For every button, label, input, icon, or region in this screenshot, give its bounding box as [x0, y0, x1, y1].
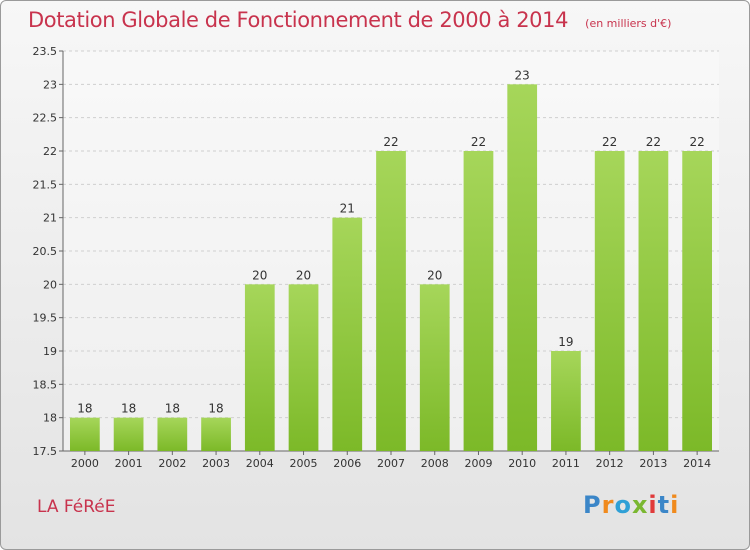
commune-name: LA FéRéE	[37, 497, 116, 517]
x-tick-label: 2000	[71, 457, 99, 470]
bar	[69, 417, 100, 451]
bar	[332, 217, 363, 451]
y-tick-label: 19.5	[33, 312, 58, 325]
bar	[288, 284, 319, 451]
y-tick-label: 20.5	[33, 245, 58, 258]
bar-value-label: 20	[252, 268, 267, 282]
x-tick-label: 2014	[683, 457, 711, 470]
bar	[157, 417, 188, 451]
logo-letter: i	[670, 491, 680, 519]
bar-value-label: 22	[383, 135, 398, 149]
chart-subtitle: (en milliers d'€)	[585, 17, 672, 30]
bar-value-label: 20	[296, 268, 311, 282]
y-tick-label: 22	[43, 145, 57, 158]
logo-letter: x	[631, 491, 649, 519]
y-tick-label: 23	[43, 78, 57, 91]
chart-title: Dotation Globale de Fonctionnement de 20…	[28, 8, 569, 32]
x-tick-label: 2003	[202, 457, 230, 470]
bar	[201, 417, 231, 451]
x-tick-label: 2012	[596, 457, 624, 470]
bar	[594, 151, 625, 451]
bar	[113, 417, 144, 451]
y-tick-label: 19	[43, 345, 57, 358]
x-tick-label: 2005	[290, 457, 318, 470]
x-tick-label: 2009	[464, 457, 492, 470]
x-tick-label: 2004	[246, 457, 274, 470]
x-tick-label: 2006	[333, 457, 361, 470]
y-tick-label: 18.5	[33, 378, 58, 391]
x-tick-label: 2011	[552, 457, 580, 470]
bar-value-label: 18	[121, 402, 136, 416]
y-tick-label: 18	[43, 412, 57, 425]
bar	[507, 84, 538, 451]
y-tick-label: 21	[43, 212, 57, 225]
y-tick-label: 23.5	[33, 45, 58, 58]
bar	[682, 151, 713, 451]
bar-value-label: 22	[689, 135, 704, 149]
bar-value-label: 23	[515, 68, 530, 82]
bar-value-label: 18	[165, 402, 180, 416]
x-tick-label: 2013	[639, 457, 667, 470]
logo-letter: o	[614, 491, 632, 519]
bar	[463, 151, 494, 451]
y-tick-label: 17.5	[33, 445, 58, 458]
bar-value-label: 21	[340, 202, 355, 216]
bar-value-label: 22	[602, 135, 617, 149]
title-row: Dotation Globale de Fonctionnement de 20…	[28, 8, 671, 32]
y-tick-label: 22.5	[33, 112, 58, 125]
bar-value-label: 19	[558, 335, 573, 349]
bar-value-label: 22	[646, 135, 661, 149]
logo-letter: i	[648, 491, 658, 519]
x-tick-label: 2008	[421, 457, 449, 470]
x-tick-label: 2002	[158, 457, 186, 470]
x-tick-label: 2001	[115, 457, 143, 470]
x-tick-label: 2007	[377, 457, 405, 470]
bar	[244, 284, 275, 451]
bar-value-label: 18	[77, 402, 92, 416]
bar	[419, 284, 450, 451]
y-tick-label: 21.5	[33, 178, 58, 191]
y-tick-label: 20	[43, 278, 57, 291]
bar	[638, 151, 669, 451]
bar-value-label: 20	[427, 268, 442, 282]
proxiti-logo: Proxiti	[583, 491, 679, 519]
bar-value-label: 18	[208, 402, 223, 416]
logo-letter: r	[601, 491, 615, 519]
bar	[376, 151, 406, 451]
logo-letter: P	[583, 491, 602, 519]
bar-value-label: 22	[471, 135, 486, 149]
x-tick-label: 2010	[508, 457, 536, 470]
logo-letter: t	[657, 491, 671, 519]
bar	[551, 351, 581, 451]
